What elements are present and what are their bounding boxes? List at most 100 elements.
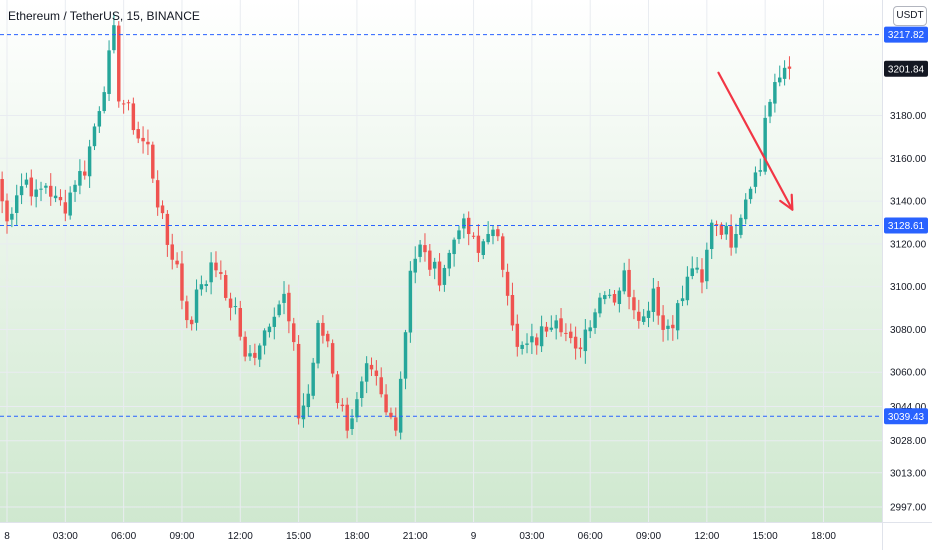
candle-body — [136, 129, 140, 139]
candle — [228, 292, 233, 321]
candle — [637, 299, 641, 329]
candle-body — [282, 293, 286, 303]
candle-body — [345, 404, 349, 431]
candle — [165, 210, 170, 257]
current-price-tag — [884, 60, 928, 77]
price-tick-label: 3100.00 — [890, 282, 927, 293]
candle — [29, 169, 34, 206]
candle-body — [520, 344, 524, 349]
candle-body — [267, 326, 272, 333]
candle-body — [0, 179, 4, 202]
arrow-head[interactable] — [779, 193, 794, 211]
candle-body — [564, 332, 568, 334]
candle-body — [335, 374, 340, 403]
arrow-shaft[interactable] — [717, 71, 794, 211]
candle-body — [481, 241, 486, 256]
time-tick-label: 8 — [4, 531, 10, 542]
level-price-tag — [884, 217, 928, 234]
candle — [569, 323, 573, 344]
candle-body — [768, 101, 772, 117]
level-price-tag-label: 3039.43 — [888, 412, 925, 423]
candle — [355, 392, 359, 423]
candle — [573, 326, 578, 360]
candle-body — [223, 275, 228, 298]
candle-body — [384, 394, 388, 413]
candle — [141, 126, 145, 154]
candle — [408, 261, 413, 343]
candle-body — [758, 170, 763, 172]
candle — [360, 376, 364, 407]
candle-body — [87, 146, 92, 177]
candle — [471, 232, 476, 239]
candle — [102, 86, 106, 114]
candle-body — [194, 289, 199, 323]
candle — [627, 258, 631, 310]
candle-body — [44, 185, 48, 188]
candle — [705, 242, 709, 290]
candle-body — [408, 270, 413, 333]
candle-body — [418, 244, 422, 257]
level-price-tag-label: 3128.61 — [888, 221, 925, 232]
candle — [651, 277, 656, 322]
candle — [180, 251, 184, 310]
candle-body — [131, 103, 136, 131]
candle-body — [238, 307, 243, 337]
candle-body — [29, 177, 34, 197]
candle-body — [5, 200, 9, 222]
candle-body — [617, 290, 622, 305]
candle-body — [58, 196, 63, 201]
candle-body — [724, 225, 729, 235]
candle — [243, 331, 247, 362]
level-price-tag — [884, 26, 928, 43]
price-axis[interactable]: 3180.00 3160.00 3140.00 3120.00 3100.00 3080.… — [890, 111, 927, 514]
candle — [97, 106, 102, 133]
candle-body — [364, 363, 369, 382]
candle — [462, 213, 466, 239]
candle-body — [428, 250, 432, 270]
candle-body — [243, 336, 247, 357]
candle — [189, 316, 194, 331]
candle-body — [107, 50, 111, 94]
candle-body — [622, 270, 626, 292]
candle-body — [321, 322, 325, 336]
price-tick-label: 2997.00 — [890, 503, 927, 514]
chart-title: Ethereum / TetherUS, 15, BINANCE — [8, 9, 200, 23]
time-tick-label: 18:00 — [344, 531, 369, 542]
candle — [73, 180, 77, 202]
candle — [117, 21, 121, 108]
time-axis[interactable]: 8 03:00 06:00 09:00 12:00 15:00 18:00 21:00 9 03:… — [4, 531, 836, 542]
candle — [248, 345, 252, 361]
candle — [311, 357, 315, 400]
forecast-arrow[interactable] — [717, 71, 794, 211]
candle — [593, 308, 597, 334]
candle-body — [705, 249, 709, 282]
candle — [530, 323, 534, 355]
candle — [175, 252, 179, 268]
candle-body — [97, 111, 102, 127]
candle-body — [63, 202, 68, 214]
candle — [481, 238, 486, 260]
currency-selector[interactable]: USDT — [893, 6, 927, 26]
candle — [146, 129, 150, 156]
candle-body — [262, 330, 267, 346]
candle-body — [185, 301, 189, 321]
candle — [335, 370, 340, 409]
candle — [19, 173, 24, 205]
candle — [768, 99, 772, 124]
candle-body — [515, 323, 520, 347]
candle — [559, 308, 563, 337]
grid — [0, 0, 882, 522]
candle-body — [83, 171, 87, 176]
candle-body — [117, 25, 121, 102]
candle — [282, 281, 286, 315]
horizontal-levels[interactable] — [0, 34, 882, 417]
candle-body — [151, 144, 155, 179]
candle-body — [14, 195, 19, 213]
candle-body — [301, 405, 306, 420]
candle-body — [306, 393, 311, 408]
candle-body — [778, 77, 782, 83]
candle-body — [53, 195, 58, 199]
candle — [714, 220, 719, 237]
candle — [646, 301, 651, 328]
